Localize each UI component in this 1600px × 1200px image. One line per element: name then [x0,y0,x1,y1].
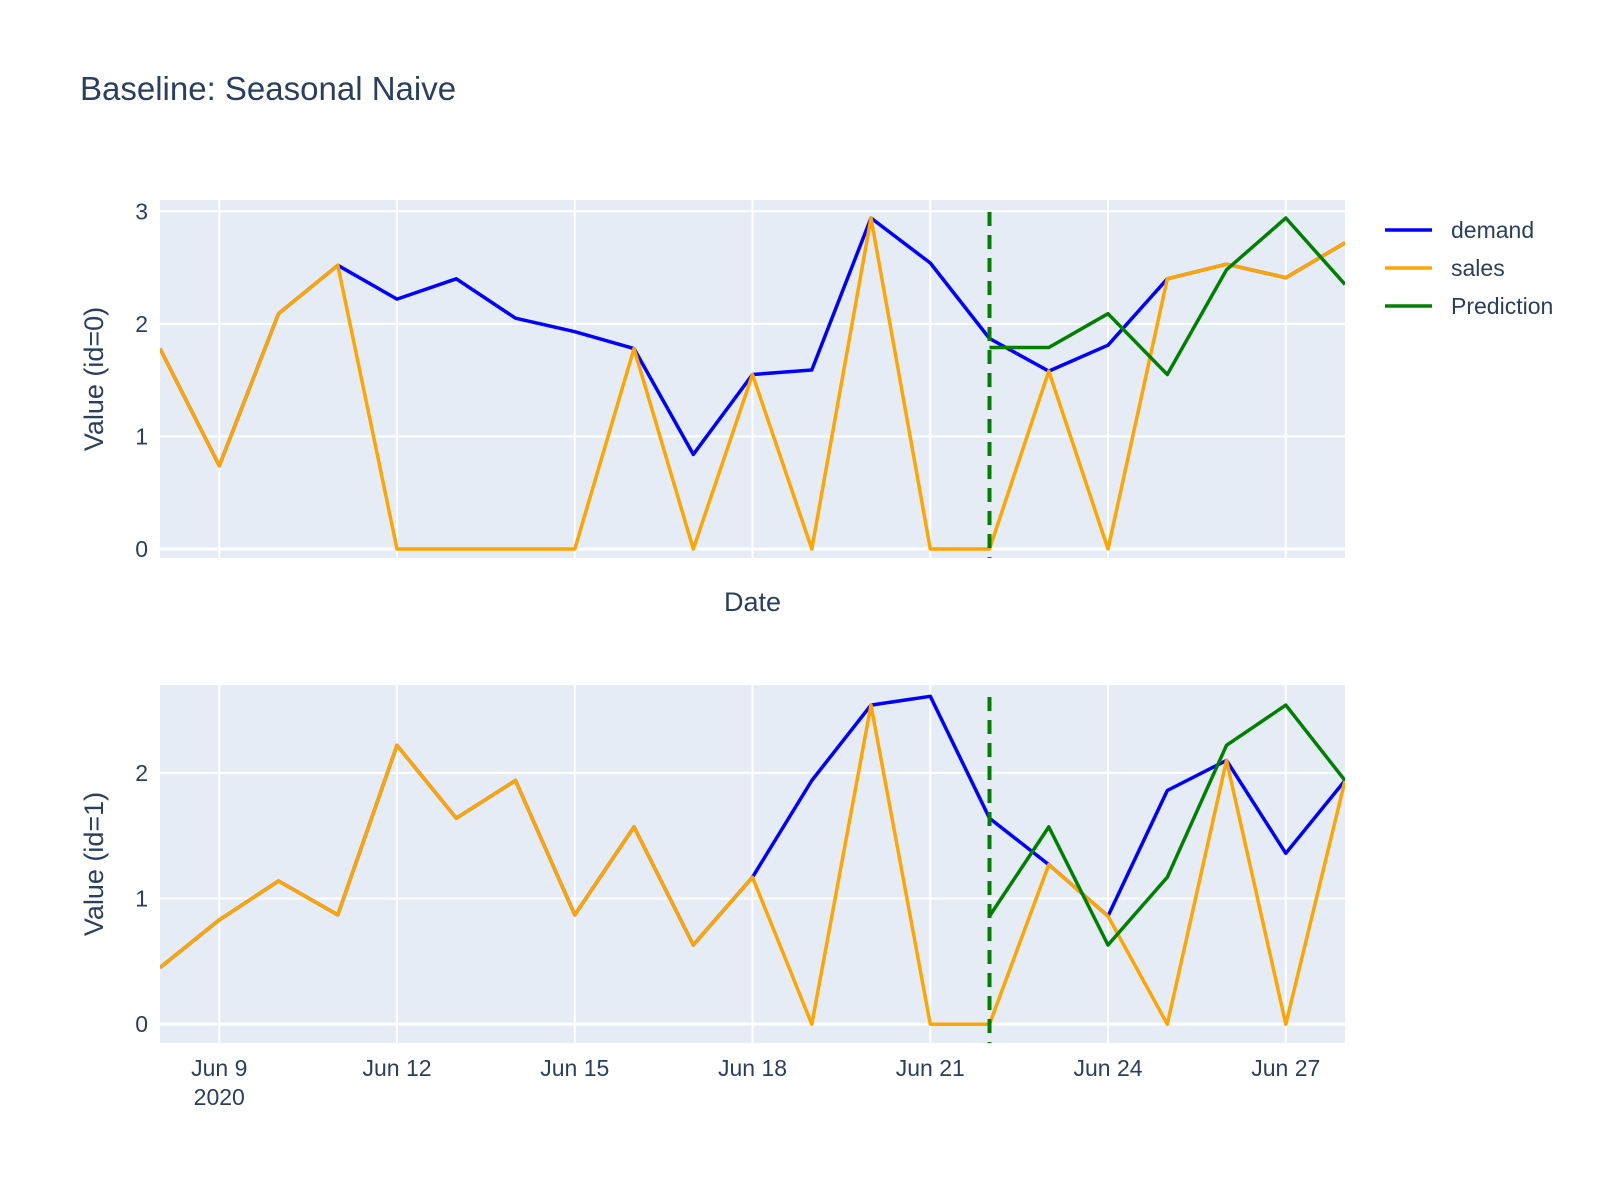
legend-label-prediction: Prediction [1451,293,1553,319]
y-tick-label: 1 [135,886,148,912]
legend-label-sales: sales [1451,255,1505,281]
series-line-sales [160,703,1345,1026]
y-axis-title: Value (id=1) [79,792,109,936]
y-tick-label: 0 [135,536,148,562]
x-tick-label: Jun 15 [540,1055,609,1081]
legend: demand sales Prediction [1385,217,1553,319]
x-tick-label: Jun 27 [1251,1055,1320,1081]
x-tick-label: Jun 12 [362,1055,431,1081]
series-line-sales [160,216,1345,551]
x-tick-label: Jun 24 [1073,1055,1142,1081]
x-tick-year-label: 2020 [194,1084,245,1110]
x-tick-label: Jun 21 [896,1055,965,1081]
y-tick-label: 1 [135,423,148,449]
subplot-0: 0 1 2 3 Value (id=0) Date [79,198,1345,617]
series-group [160,694,1345,1026]
legend-label-demand: demand [1451,217,1534,243]
y-axis-title: Value (id=0) [79,307,109,451]
series-line-prediction [988,703,1345,947]
y-tick-label: 3 [135,198,148,224]
y-tick-label: 0 [135,1011,148,1037]
y-tick-label: 2 [135,311,148,337]
x-axis-title: Date [724,587,781,617]
subplot-1: 0 1 2 Value (id=1) Jun 9 Jun 12 Jun 15 Jun 18 Ju… [79,685,1345,1110]
chart-title: Baseline: Seasonal Naive [80,70,456,107]
x-tick-label: Jun 18 [718,1055,787,1081]
plots-group: 0 1 2 3 Value (id=0) Date 0 1 2 Value (id=1) Jun 9… [79,198,1345,1110]
series-line-prediction [989,216,1345,377]
y-tick-label: 2 [135,760,148,786]
series-group [160,216,1345,551]
x-tick-label: Jun 9 [191,1055,247,1081]
